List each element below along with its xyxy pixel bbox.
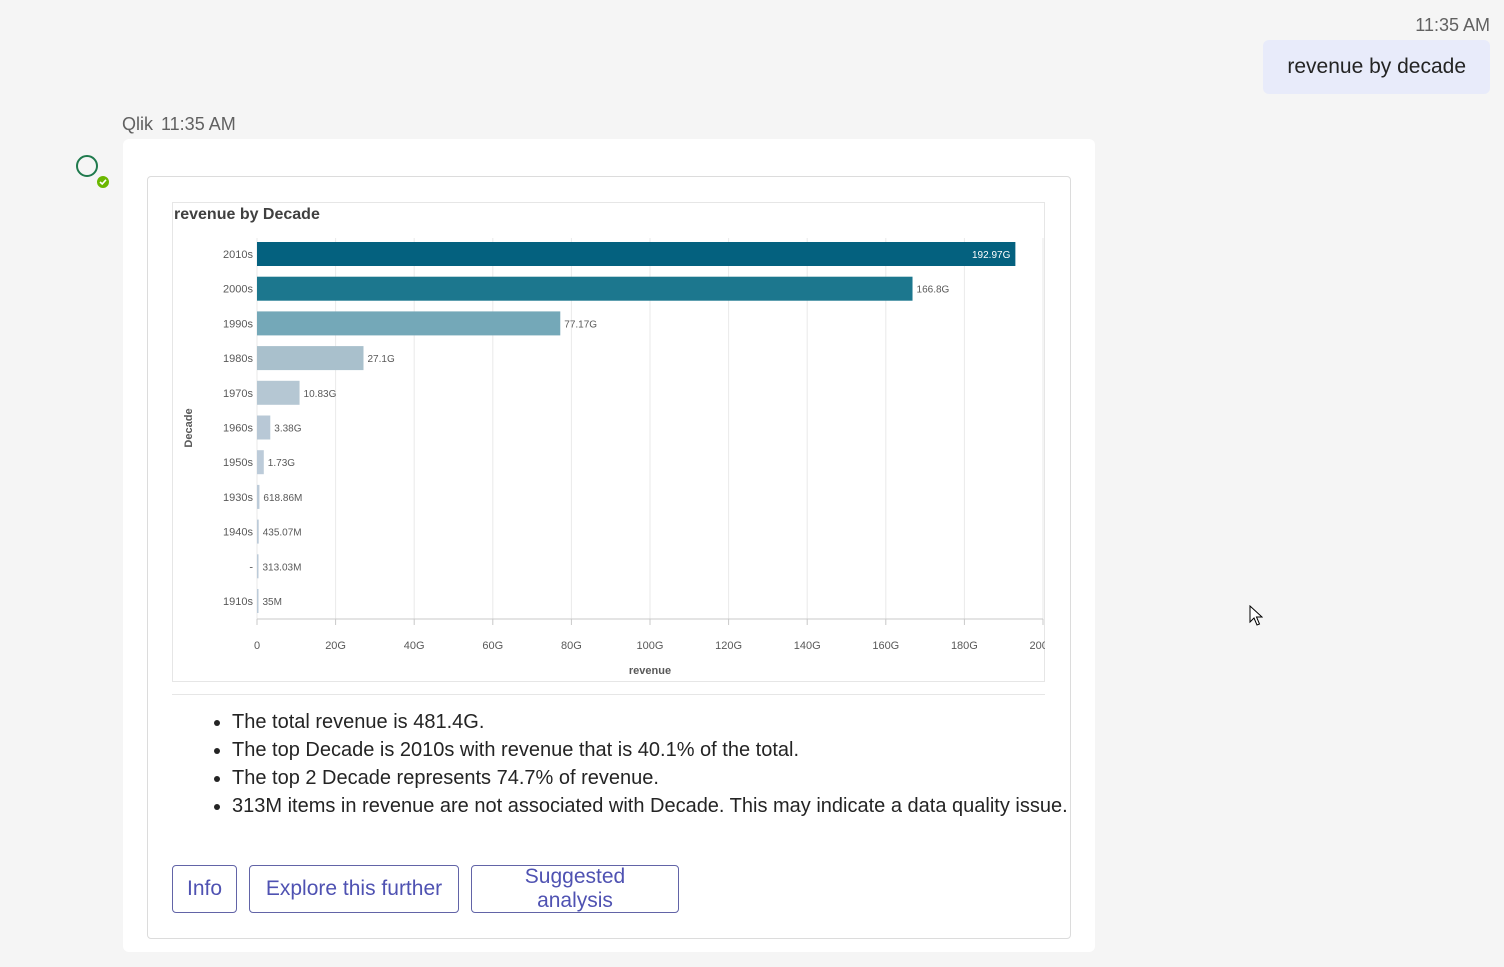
- insight-item: The top Decade is 2010s with revenue tha…: [232, 736, 1112, 764]
- mouse-pointer-icon: [1249, 605, 1263, 626]
- chart-title: revenue by Decade: [174, 206, 320, 223]
- bar: [257, 554, 259, 579]
- bar-chart: 0 20G 40G 60G 80G 100G 120G 140G 160G 180G 200G rev…: [183, 238, 1045, 677]
- suggested-analysis-button[interactable]: Suggested analysis: [471, 865, 679, 913]
- x-axis-title: revenue: [629, 665, 671, 677]
- insight-item: 313M items in revenue are not associated…: [232, 792, 1112, 820]
- bar: [257, 415, 271, 440]
- y-tick-label: 1960s: [223, 423, 253, 435]
- x-tick-label: 100G: [637, 640, 664, 652]
- bar: [257, 589, 259, 613]
- x-tick-label: 20G: [325, 640, 346, 652]
- y-tick-label: 1980s: [223, 353, 253, 365]
- user-message-bubble: revenue by decade: [1263, 40, 1490, 94]
- bar: [257, 311, 561, 336]
- user-message-time: 11:35 AM: [1415, 15, 1490, 35]
- data-label: 618.86M: [263, 493, 302, 504]
- y-tick-label: 2010s: [223, 249, 253, 261]
- data-label: 192.97G: [972, 250, 1011, 261]
- y-tick-label: 1940s: [223, 527, 253, 539]
- y-tick-label: 1910s: [223, 596, 253, 608]
- x-tick-label: 40G: [404, 640, 425, 652]
- y-tick-label: 1950s: [223, 457, 253, 469]
- x-tick-label: 80G: [561, 640, 582, 652]
- x-tick-label: 0: [254, 640, 260, 652]
- y-tick-label: -: [249, 561, 253, 573]
- data-label: 3.38G: [274, 424, 301, 435]
- y-axis-title: Decade: [183, 408, 195, 447]
- bot-avatar-icon[interactable]: [76, 155, 98, 177]
- bar: [257, 380, 300, 405]
- x-tick-label: 140G: [794, 640, 821, 652]
- x-tick-label: 200G: [1030, 640, 1045, 652]
- data-label: 35M: [263, 597, 282, 608]
- card-divider: [172, 694, 1045, 695]
- y-tick-label: 1930s: [223, 492, 253, 504]
- x-tick-label: 60G: [482, 640, 503, 652]
- bot-message-meta: Qlik 11:35 AM: [122, 114, 236, 135]
- data-label: 435.07M: [263, 528, 302, 539]
- insight-item: The total revenue is 481.4G.: [232, 708, 1112, 736]
- bar: [257, 484, 260, 509]
- insight-item: The top 2 Decade represents 74.7% of rev…: [232, 764, 1112, 792]
- bot-message-time: 11:35 AM: [161, 114, 236, 134]
- data-label: 1.73G: [268, 458, 295, 469]
- data-label: 27.1G: [368, 354, 395, 365]
- x-tick-label: 180G: [951, 640, 978, 652]
- explore-further-button[interactable]: Explore this further: [249, 865, 459, 913]
- bar: [257, 450, 264, 475]
- x-tick-label: 120G: [715, 640, 742, 652]
- bar: [257, 276, 913, 301]
- insights-list: The total revenue is 481.4G. The top Dec…: [172, 708, 1112, 820]
- data-label: 10.83G: [304, 389, 337, 400]
- info-button[interactable]: Info: [172, 865, 237, 913]
- y-tick-label: 1990s: [223, 318, 253, 330]
- bar: [257, 242, 1016, 266]
- presence-available-icon: [95, 174, 111, 190]
- data-label: 166.8G: [917, 285, 950, 296]
- bot-sender-name: Qlik: [122, 114, 153, 134]
- data-label: 77.17G: [564, 319, 597, 330]
- bar: [257, 346, 364, 371]
- y-tick-label: 1970s: [223, 388, 253, 400]
- y-tick-label: 2000s: [223, 284, 253, 296]
- data-label: 313.03M: [263, 562, 302, 573]
- x-tick-label: 160G: [872, 640, 899, 652]
- bar: [257, 519, 259, 544]
